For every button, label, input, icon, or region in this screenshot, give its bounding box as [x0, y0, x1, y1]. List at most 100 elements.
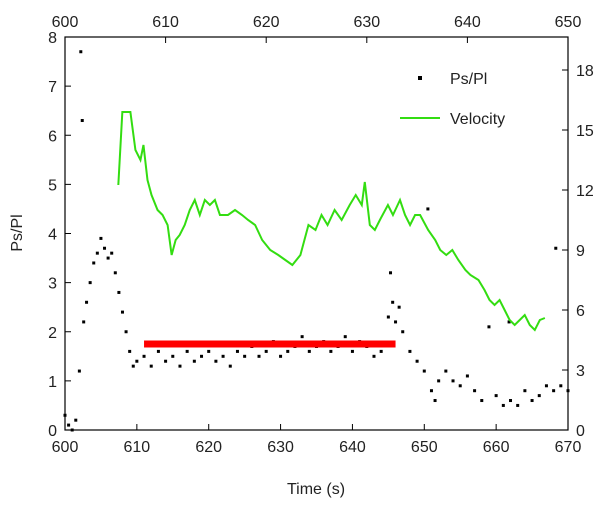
scatter-point: [80, 119, 84, 123]
scatter-point: [473, 389, 477, 393]
y2-tick-label: 9: [576, 243, 585, 260]
y-tick-label: 3: [48, 276, 57, 293]
plot-frame: [64, 36, 569, 431]
x-tick-label: 650: [411, 439, 438, 456]
scatter-point: [408, 349, 412, 353]
scatter-point: [329, 349, 333, 353]
x-tick-label: 630: [267, 439, 294, 456]
scatter-point: [221, 354, 225, 358]
scatter-point: [487, 325, 491, 329]
scatter-point: [235, 349, 239, 353]
scatter-point: [192, 359, 196, 363]
scatter-point: [401, 330, 405, 334]
scatter-point: [92, 261, 96, 265]
scatter-point: [207, 349, 211, 353]
y-tick-label: 4: [48, 227, 57, 244]
y-tick-label: 2: [48, 325, 57, 342]
scatter-point: [429, 389, 433, 393]
y2-tick-label: 3: [576, 363, 585, 380]
x2-tick-label: 640: [454, 14, 481, 31]
scatter-point: [559, 384, 563, 388]
scatter-point: [135, 359, 139, 363]
scatter-point: [142, 354, 146, 358]
scatter-point: [494, 394, 498, 398]
scatter-point: [103, 246, 107, 250]
legend-swatch: [418, 76, 422, 80]
x-tick-label: 610: [124, 439, 151, 456]
scatter-point: [106, 256, 110, 260]
y-tick-label: 6: [48, 128, 57, 145]
scatter-point: [131, 364, 135, 368]
x-tick-label: 660: [483, 439, 510, 456]
scatter-point: [501, 403, 505, 407]
x-axis-label: Time (s): [287, 481, 345, 498]
scatter-point: [343, 335, 347, 339]
scatter-point: [214, 359, 218, 363]
scatter-point: [386, 315, 390, 319]
scatter-point: [279, 354, 283, 358]
scatter-point: [200, 354, 204, 358]
scatter-point: [544, 384, 548, 388]
y-tick-label: 8: [48, 30, 57, 47]
scatter-point: [480, 399, 484, 403]
scatter-point: [257, 354, 261, 358]
scatter-point: [422, 369, 426, 373]
scatter-point: [300, 335, 304, 339]
y2-tick-label: 15: [576, 123, 594, 140]
y2-tick-label: 6: [576, 303, 585, 320]
scatter-point: [120, 310, 124, 314]
scatter-point: [444, 369, 448, 373]
legend-label: Velocity: [450, 111, 505, 128]
y-tick-label: 1: [48, 374, 57, 391]
scatter-point: [171, 354, 175, 358]
scatter-point: [552, 389, 556, 393]
scatter-point: [554, 246, 558, 250]
scatter-point: [243, 354, 247, 358]
x2-tick-label: 630: [353, 14, 380, 31]
scatter-point: [523, 389, 527, 393]
y-tick-label: 0: [48, 423, 57, 440]
scatter-point: [124, 330, 128, 334]
scatter-point: [394, 320, 398, 324]
scatter-point: [85, 300, 89, 304]
scatter-point: [433, 399, 437, 403]
scatter-point: [99, 236, 103, 240]
x-tick-label: 620: [195, 439, 222, 456]
scatter-point: [77, 369, 81, 373]
x2-tick-label: 600: [52, 14, 79, 31]
scatter-point: [82, 320, 86, 324]
x2-tick-label: 620: [253, 14, 280, 31]
x2-tick-label: 650: [555, 14, 582, 31]
y2-tick-label: 0: [576, 423, 585, 440]
scatter-point: [458, 384, 462, 388]
scatter-point: [156, 349, 160, 353]
scatter-point: [113, 271, 117, 275]
scatter-point: [128, 349, 132, 353]
scatter-point: [117, 290, 121, 294]
scatter-point: [372, 354, 376, 358]
y-axis-label: Ps/Pl: [9, 214, 26, 251]
y-tick-label: 5: [48, 177, 57, 194]
scatter-point: [95, 251, 99, 255]
scatter-point: [415, 359, 419, 363]
scatter-point: [178, 364, 182, 368]
scatter-point: [465, 374, 469, 378]
scatter-point: [79, 50, 83, 54]
scatter-point: [228, 364, 232, 368]
scatter-point: [88, 281, 92, 285]
scatter-point: [164, 359, 168, 363]
scatter-point: [397, 305, 401, 309]
x2-tick-label: 610: [152, 14, 179, 31]
scatter-point: [149, 364, 153, 368]
scatter-point: [437, 379, 441, 383]
scatter-point: [110, 251, 114, 255]
scatter-point: [507, 320, 511, 324]
scatter-point: [286, 349, 290, 353]
y2-tick-label: 12: [576, 183, 594, 200]
velocity-line: [117, 111, 546, 332]
scatter-point: [509, 399, 513, 403]
scatter-point: [566, 389, 570, 393]
scatter-point: [185, 349, 189, 353]
scatter-point: [516, 403, 520, 407]
